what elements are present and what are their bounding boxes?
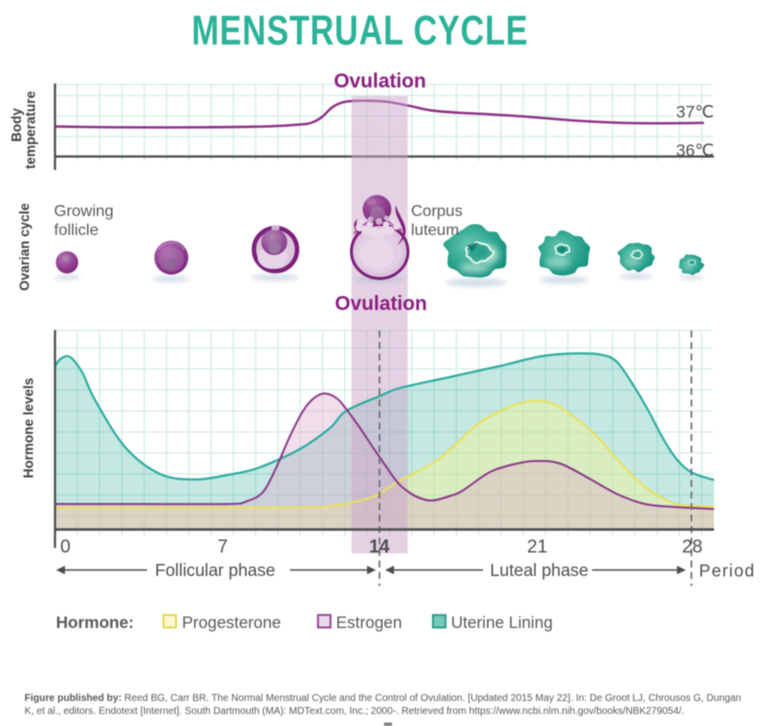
svg-text:Body: Body (9, 108, 24, 142)
svg-text:Ovulation: Ovulation (335, 293, 427, 315)
svg-text:21: 21 (527, 536, 548, 557)
svg-text:Estrogen: Estrogen (336, 614, 402, 632)
svg-text:temperature: temperature (23, 90, 38, 169)
svg-text:Growing: Growing (54, 203, 114, 220)
svg-text:luteum: luteum (411, 222, 459, 239)
svg-text:Follicular phase: Follicular phase (155, 560, 275, 580)
svg-text:Hormone levels: Hormone levels (21, 378, 36, 479)
svg-text:Ovarian cycle: Ovarian cycle (17, 203, 32, 291)
svg-text:0: 0 (60, 536, 70, 557)
svg-text:Corpus: Corpus (411, 203, 463, 220)
svg-text:Uterine Lining: Uterine Lining (451, 614, 553, 632)
svg-text:Hormone:: Hormone: (56, 614, 134, 632)
svg-text:Period: Period (699, 561, 755, 581)
svg-text:7: 7 (218, 536, 228, 557)
svg-text:14: 14 (369, 536, 390, 557)
svg-text:MENSTRUAL CYCLE: MENSTRUAL CYCLE (192, 7, 529, 54)
svg-text:37℃: 37℃ (676, 103, 714, 122)
svg-text:Progesterone: Progesterone (182, 614, 281, 632)
svg-text:Ovulation: Ovulation (334, 71, 426, 93)
svg-text:28: 28 (682, 536, 703, 557)
svg-text:Luteal phase: Luteal phase (490, 560, 588, 580)
svg-text:follicle: follicle (54, 222, 99, 239)
svg-text:K, et al., editors. Endotext [: K, et al., editors. Endotext [Internet].… (25, 706, 685, 717)
svg-text:Figure published by: Reed BG,: Figure published by: Reed BG, Carr BR. T… (25, 693, 742, 704)
